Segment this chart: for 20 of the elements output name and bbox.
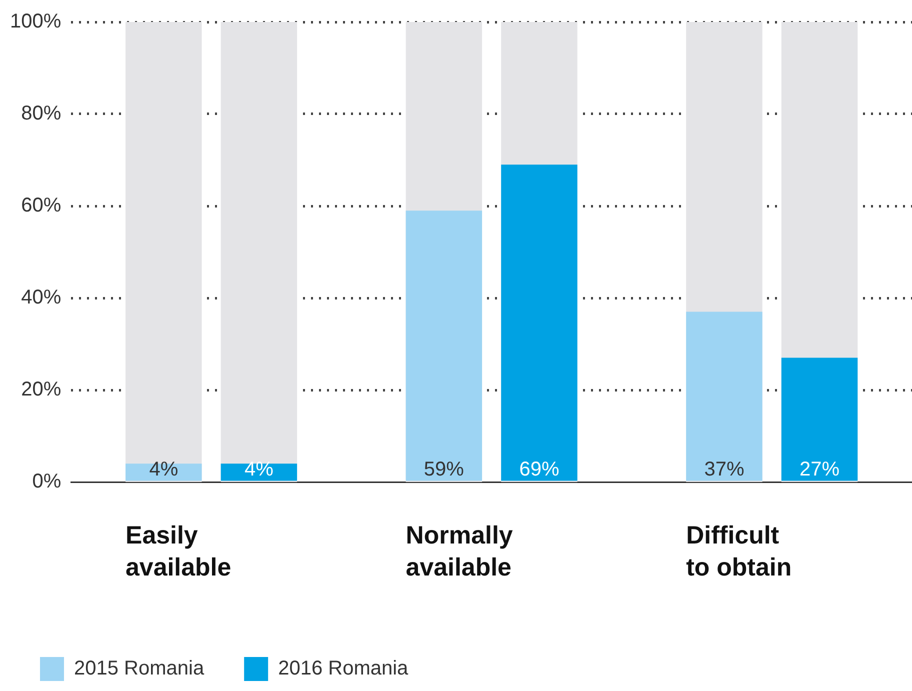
data-label: 69% (519, 458, 560, 481)
bar (126, 464, 202, 481)
y-tick-label: 20% (21, 378, 62, 401)
bar (220, 464, 298, 481)
data-label: 59% (424, 458, 464, 481)
legend-label: 2016 Romania (278, 658, 410, 680)
data-label: 37% (704, 458, 744, 481)
x-tick-label: Normally available (406, 521, 513, 582)
data-label: 4% (244, 458, 274, 481)
data-label: 4% (149, 458, 178, 481)
x-tick-label: Easily available (126, 521, 232, 582)
y-tick-label: 80% (21, 102, 62, 125)
x-tick-label: Difficult to obtain (686, 521, 792, 582)
y-tick-label: 40% (21, 286, 62, 309)
y-tick-label: 0% (32, 470, 62, 493)
data-label: 27% (799, 458, 840, 481)
y-tick-label: 100% (10, 10, 62, 33)
legend-label: 2015 Romania (74, 658, 205, 680)
bar (781, 358, 858, 481)
y-tick-label: 60% (21, 194, 62, 217)
